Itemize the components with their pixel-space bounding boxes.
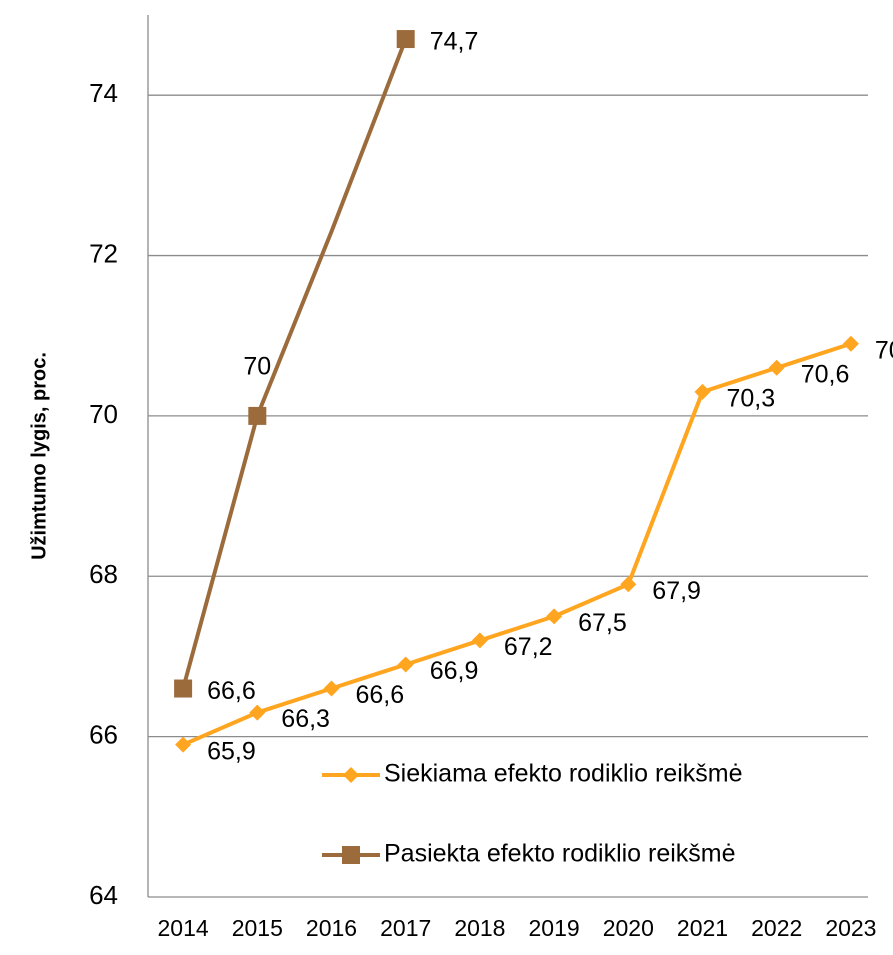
- data-label: 70: [243, 353, 271, 381]
- marker: [249, 704, 266, 721]
- data-label: 67,5: [578, 609, 627, 637]
- data-label: 65,9: [207, 737, 256, 765]
- marker: [546, 608, 563, 625]
- marker: [768, 359, 785, 376]
- y-tick-label: 64: [89, 880, 118, 910]
- marker: [471, 632, 488, 649]
- legend-label: Siekiama efekto rodiklio reikšmė: [384, 760, 742, 788]
- x-tick-label: 2019: [529, 915, 580, 941]
- data-label: 70,9: [875, 336, 893, 364]
- data-label: 70,3: [727, 384, 776, 412]
- x-tick-label: 2014: [158, 915, 209, 941]
- marker: [620, 576, 637, 593]
- y-axis-title: Užimtumo lygis, proc.: [28, 352, 50, 560]
- marker: [842, 335, 859, 352]
- x-tick-label: 2018: [454, 915, 505, 941]
- x-tick-label: 2022: [751, 915, 802, 941]
- marker: [174, 679, 193, 698]
- y-tick-label: 66: [89, 720, 118, 750]
- marker: [323, 680, 340, 697]
- data-label: 66,6: [207, 677, 256, 705]
- series-line: [182, 341, 852, 747]
- marker: [248, 406, 267, 425]
- x-tick-label: 2020: [603, 915, 654, 941]
- y-tick-label: 68: [89, 559, 118, 589]
- y-tick-label: 72: [89, 238, 118, 268]
- data-label: 66,9: [430, 657, 479, 685]
- x-tick-label: 2017: [380, 915, 431, 941]
- marker: [694, 383, 711, 400]
- data-label: 67,9: [652, 577, 701, 605]
- data-label: 66,3: [281, 705, 330, 733]
- marker: [343, 767, 359, 783]
- marker: [342, 846, 360, 864]
- x-tick-label: 2021: [677, 915, 728, 941]
- x-tick-label: 2016: [306, 915, 357, 941]
- marker: [175, 736, 192, 753]
- y-tick-label: 70: [89, 399, 118, 429]
- legend-label: Pasiekta efekto rodiklio reikšmė: [384, 840, 736, 868]
- data-label: 67,2: [504, 633, 553, 661]
- marker: [396, 30, 415, 49]
- series-line: [181, 38, 408, 690]
- x-tick-label: 2023: [825, 915, 876, 941]
- x-tick-label: 2015: [232, 915, 283, 941]
- y-tick-label: 74: [89, 78, 118, 108]
- data-label: 66,6: [356, 681, 405, 709]
- marker: [397, 656, 414, 673]
- data-label: 70,6: [801, 360, 850, 388]
- data-label: 74,7: [430, 28, 479, 56]
